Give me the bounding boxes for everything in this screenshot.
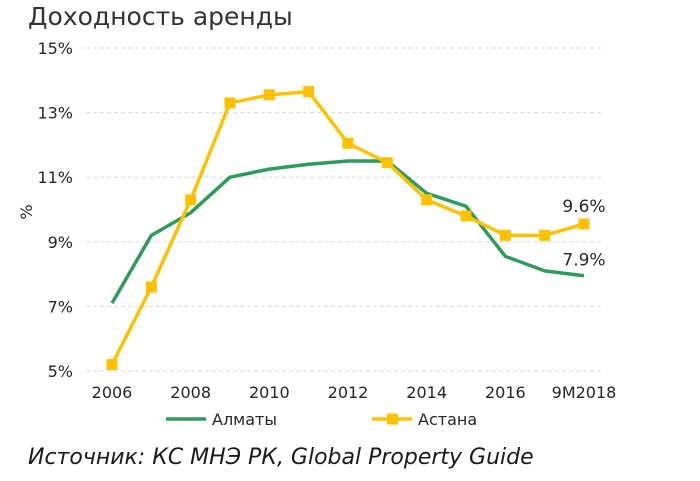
data-point bbox=[342, 137, 354, 149]
x-tick-label: 2010 bbox=[249, 383, 290, 402]
y-tick-label: 7% bbox=[48, 297, 73, 316]
legend-label: Астана bbox=[418, 410, 477, 429]
data-point bbox=[578, 218, 590, 230]
source-note: Источник: КС МНЭ РК, Global Property Gui… bbox=[28, 445, 534, 470]
series-line-1 bbox=[110, 89, 585, 366]
y-tick-label: 15% bbox=[37, 39, 73, 58]
legend-label: Алматы bbox=[212, 410, 277, 429]
x-tick-label: 2014 bbox=[406, 383, 447, 402]
end-value-label: 9.6% bbox=[562, 197, 605, 217]
data-point bbox=[263, 89, 275, 101]
x-axis-ticks: 2006 2008 2010 2012 2014 2016 9M2018 bbox=[92, 383, 617, 402]
gridlines bbox=[86, 47, 604, 372]
data-point bbox=[303, 86, 315, 98]
x-tick-label: 2016 bbox=[485, 383, 526, 402]
y-axis-label: % bbox=[17, 204, 36, 219]
data-point bbox=[499, 229, 511, 241]
series-line-0 bbox=[110, 159, 585, 305]
x-tick-label: 9M2018 bbox=[552, 383, 617, 402]
data-point bbox=[145, 281, 157, 293]
y-tick-label: 5% bbox=[48, 362, 73, 381]
data-point bbox=[185, 194, 197, 206]
x-tick-label: 2012 bbox=[328, 383, 369, 402]
chart-title: Доходность аренды bbox=[28, 2, 293, 31]
data-point bbox=[421, 194, 433, 206]
y-axis-ticks: 5% 7% 9% 11% 13% 15% bbox=[37, 39, 73, 381]
x-tick-label: 2006 bbox=[92, 383, 133, 402]
data-point bbox=[106, 359, 118, 371]
legend-marker bbox=[387, 413, 398, 425]
data-point bbox=[460, 210, 472, 222]
y-tick-label: 13% bbox=[37, 104, 73, 123]
y-tick-label: 11% bbox=[37, 168, 73, 187]
y-tick-label: 9% bbox=[48, 233, 73, 252]
series-lines: 7.9% 9.6% bbox=[106, 86, 606, 371]
data-point bbox=[224, 97, 236, 109]
end-value-label: 7.9% bbox=[562, 251, 605, 271]
x-tick-label: 2008 bbox=[170, 383, 211, 402]
data-point bbox=[539, 229, 551, 241]
data-point bbox=[381, 157, 393, 169]
legend: Алматы Астана bbox=[166, 410, 477, 429]
